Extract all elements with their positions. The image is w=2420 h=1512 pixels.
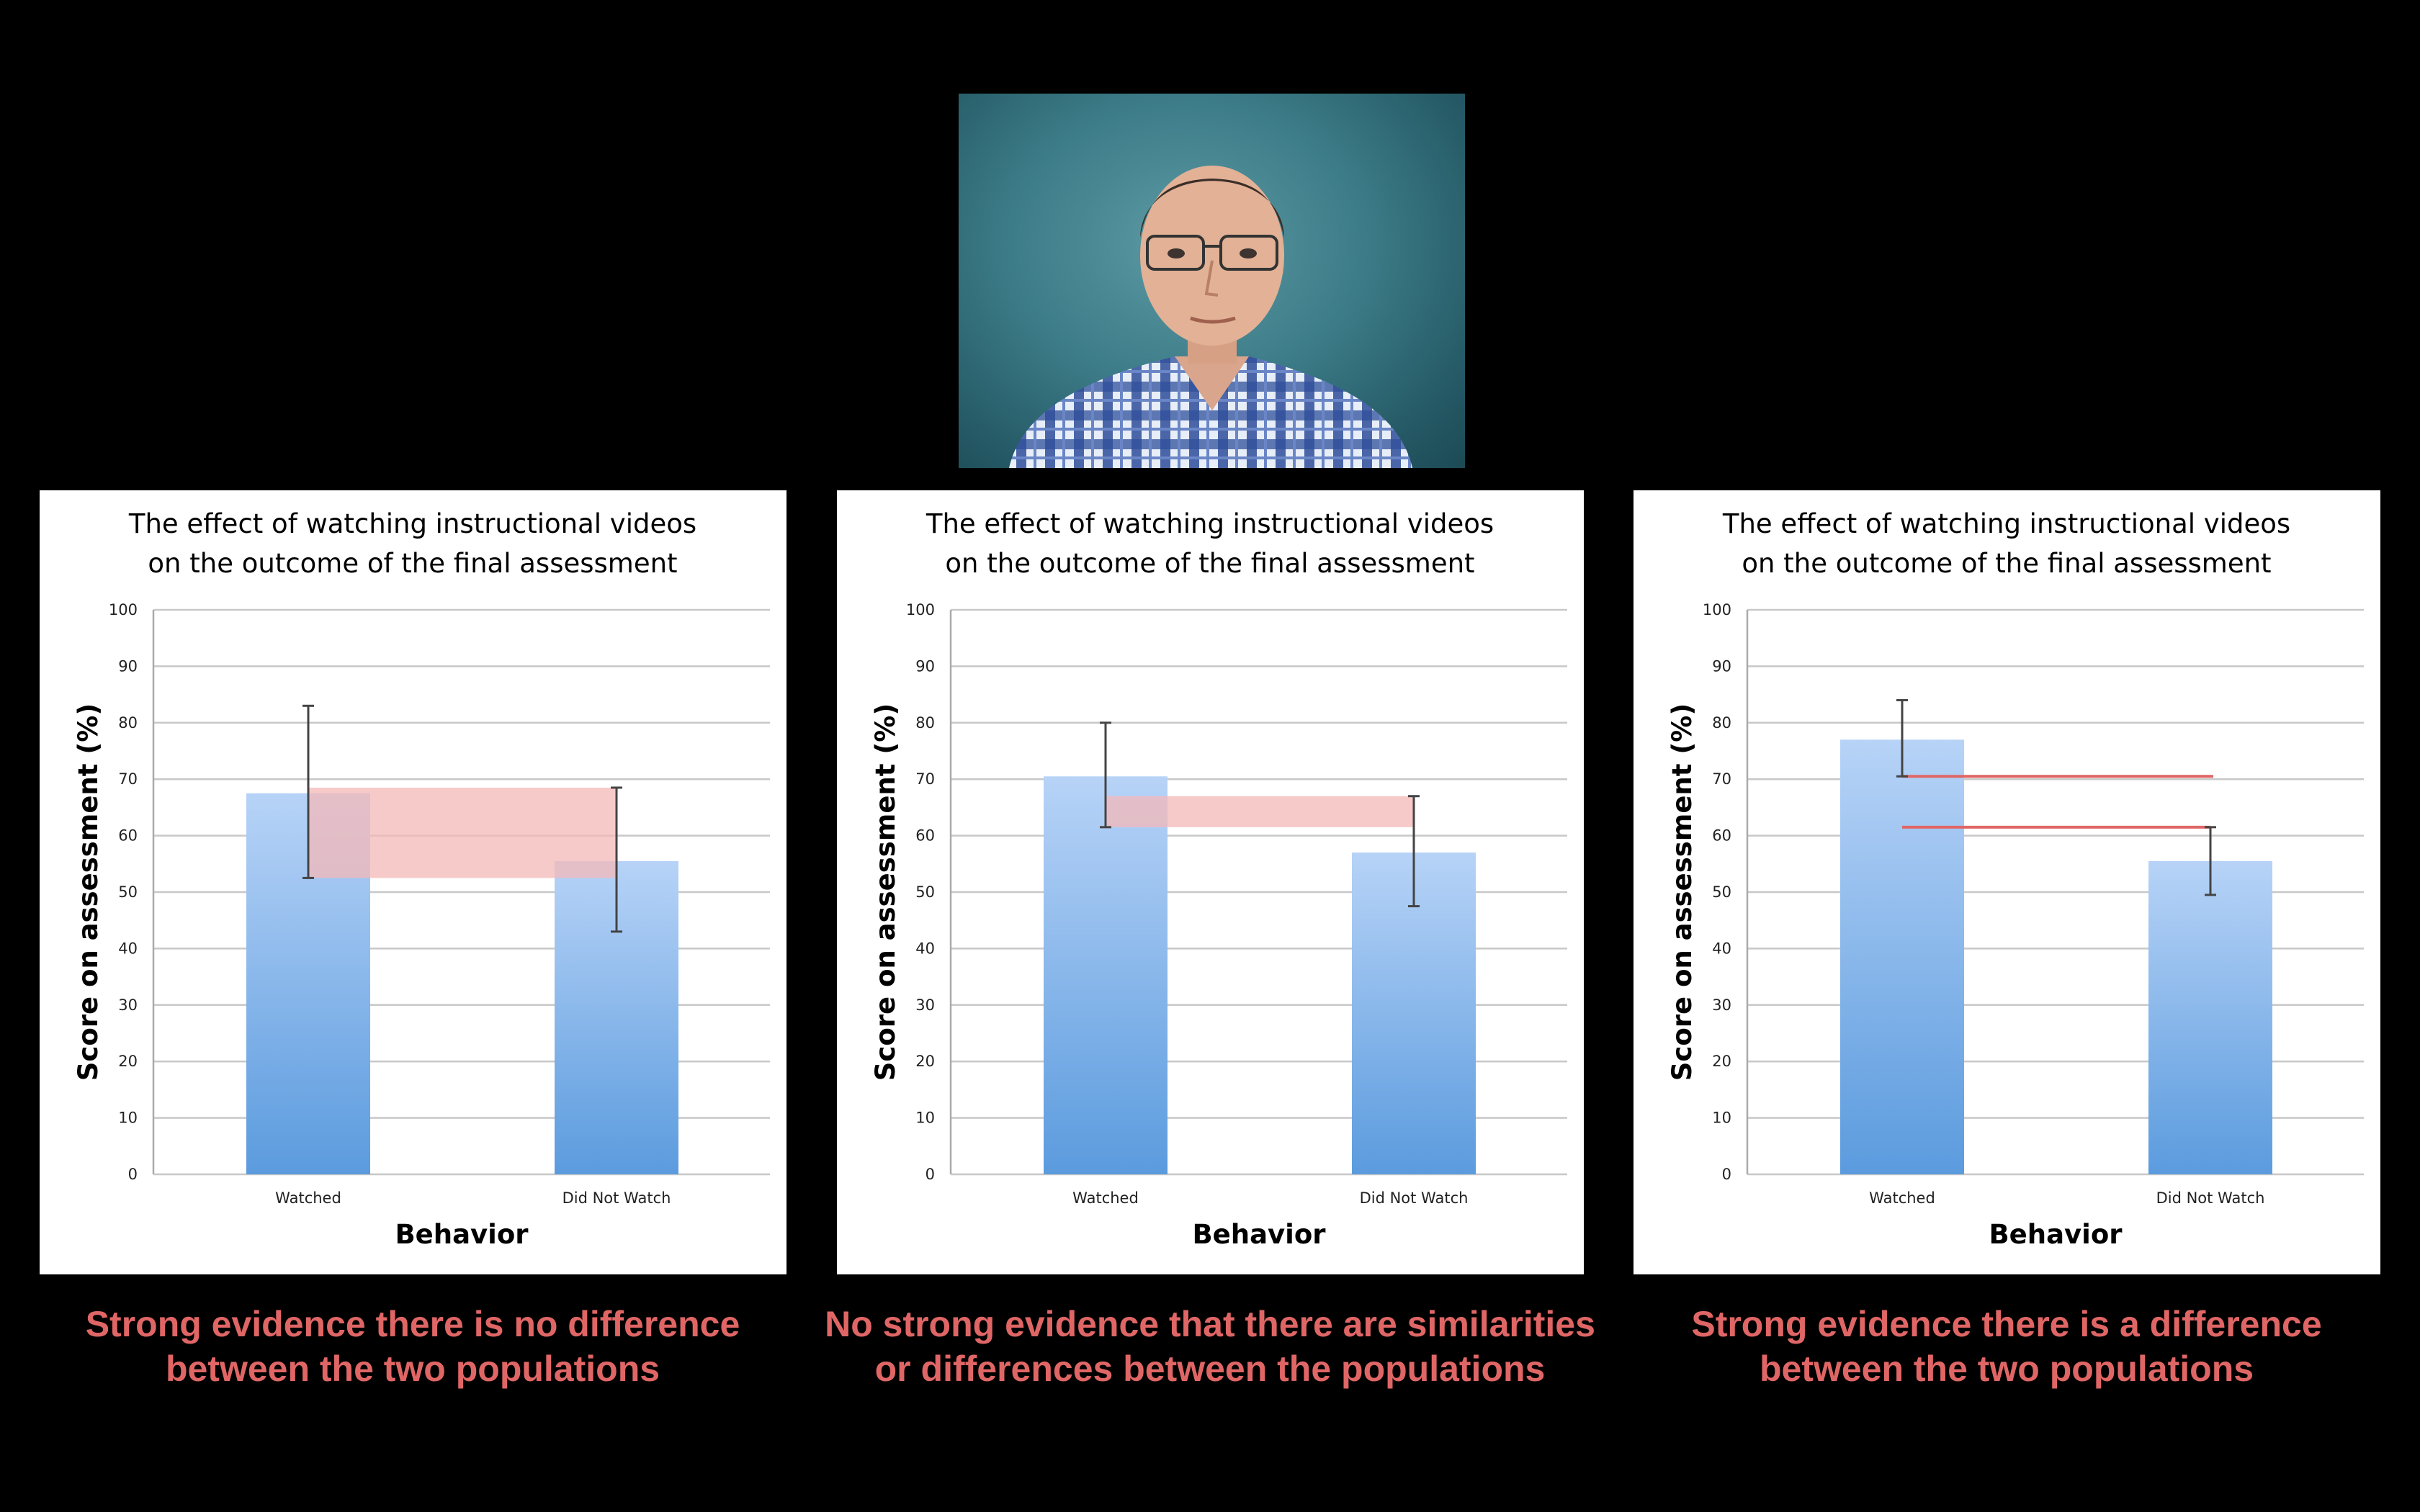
y-tick-label: 70 bbox=[118, 770, 138, 788]
bar-chart-2: The effect of watching instructional vid… bbox=[870, 508, 1567, 1250]
chart-title-line-1: The effect of watching instructional vid… bbox=[926, 508, 1494, 539]
y-tick-label: 40 bbox=[118, 940, 138, 957]
y-tick-label: 10 bbox=[915, 1110, 935, 1127]
y-axis-label: Score on assessment (%) bbox=[870, 703, 901, 1081]
y-tick-label: 0 bbox=[926, 1166, 935, 1183]
y-tick-label: 100 bbox=[1703, 601, 1731, 618]
error-bar-watched bbox=[1896, 698, 1908, 778]
y-tick-label: 60 bbox=[1712, 827, 1731, 845]
caption-3: Strong evidence there is a difference be… bbox=[1582, 1302, 2420, 1391]
x-category-label: Watched bbox=[1869, 1189, 1935, 1207]
x-axis-label: Behavior bbox=[1192, 1219, 1326, 1250]
error-bar-did-not-watch bbox=[611, 786, 622, 933]
y-tick-label: 80 bbox=[915, 714, 935, 732]
x-category-label: Did Not Watch bbox=[1360, 1189, 1469, 1207]
error-bar-did-not-watch bbox=[2205, 826, 2216, 896]
y-tick-label: 0 bbox=[1722, 1166, 1731, 1183]
chart-title-line-1: The effect of watching instructional vid… bbox=[128, 508, 696, 539]
overlap-band bbox=[1106, 796, 1414, 827]
chart-title-line-2: on the outcome of the final assessment bbox=[945, 548, 1474, 579]
y-tick-label: 70 bbox=[1712, 770, 1731, 788]
bar-watched bbox=[1840, 739, 1964, 1174]
caption-3-line-2: between the two populations bbox=[1759, 1349, 2254, 1389]
y-axis-label: Score on assessment (%) bbox=[1667, 703, 1698, 1081]
bar-watched bbox=[1044, 776, 1168, 1174]
caption-2-line-1: No strong evidence that there are simila… bbox=[825, 1304, 1595, 1344]
chart-title-line-1: The effect of watching instructional vid… bbox=[1722, 508, 2290, 539]
y-tick-label: 30 bbox=[1712, 996, 1731, 1014]
x-axis-label: Behavior bbox=[1989, 1219, 2123, 1250]
y-tick-label: 0 bbox=[128, 1166, 138, 1183]
y-tick-label: 80 bbox=[118, 714, 138, 732]
y-tick-label: 20 bbox=[915, 1053, 935, 1070]
y-tick-label: 80 bbox=[1712, 714, 1731, 732]
error-bar-watched bbox=[1100, 721, 1111, 829]
caption-3-line-1: Strong evidence there is a difference bbox=[1691, 1304, 2322, 1344]
x-category-label: Watched bbox=[275, 1189, 341, 1207]
bar-chart-1: The effect of watching instructional vid… bbox=[73, 508, 770, 1250]
caption-1: Strong evidence there is no difference b… bbox=[0, 1302, 838, 1391]
chart-panel-1: The effect of watching instructional vid… bbox=[40, 490, 786, 1274]
presenter-figure bbox=[1009, 166, 1412, 468]
y-tick-label: 20 bbox=[1712, 1053, 1731, 1070]
bar-chart-3: The effect of watching instructional vid… bbox=[1667, 508, 2364, 1250]
y-tick-label: 50 bbox=[915, 883, 935, 901]
chart-title-line-2: on the outcome of the final assessment bbox=[148, 548, 677, 579]
y-tick-label: 40 bbox=[915, 940, 935, 957]
y-tick-label: 50 bbox=[1712, 883, 1731, 901]
y-tick-label: 90 bbox=[1712, 657, 1731, 675]
chart-title-line-2: on the outcome of the final assessment bbox=[1742, 548, 2271, 579]
y-tick-label: 90 bbox=[118, 657, 138, 675]
bar-did-not-watch bbox=[2148, 860, 2272, 1174]
x-category-label: Did Not Watch bbox=[2156, 1189, 2265, 1207]
y-tick-label: 40 bbox=[1712, 940, 1731, 957]
y-tick-label: 90 bbox=[915, 657, 935, 675]
chart-panel-2: The effect of watching instructional vid… bbox=[837, 490, 1584, 1274]
y-tick-label: 10 bbox=[118, 1110, 138, 1127]
y-tick-label: 50 bbox=[118, 883, 138, 901]
y-tick-label: 10 bbox=[1712, 1110, 1731, 1127]
overlap-band bbox=[308, 787, 617, 878]
y-tick-label: 20 bbox=[118, 1053, 138, 1070]
caption-2: No strong evidence that there are simila… bbox=[785, 1302, 1635, 1391]
chart-panel-3: The effect of watching instructional vid… bbox=[1634, 490, 2380, 1274]
y-tick-label: 30 bbox=[915, 996, 935, 1014]
y-tick-label: 60 bbox=[118, 827, 138, 845]
y-tick-label: 30 bbox=[118, 996, 138, 1014]
error-bar-did-not-watch bbox=[1408, 795, 1420, 908]
presenter-video bbox=[959, 94, 1465, 468]
x-category-label: Watched bbox=[1072, 1189, 1139, 1207]
x-axis-label: Behavior bbox=[395, 1219, 529, 1250]
caption-1-line-1: Strong evidence there is no difference bbox=[85, 1304, 740, 1344]
y-tick-label: 100 bbox=[906, 601, 935, 618]
y-tick-label: 70 bbox=[915, 770, 935, 788]
caption-1-line-2: between the two populations bbox=[165, 1349, 660, 1389]
x-category-label: Did Not Watch bbox=[563, 1189, 671, 1207]
y-axis-label: Score on assessment (%) bbox=[73, 703, 104, 1081]
y-tick-label: 60 bbox=[915, 827, 935, 845]
caption-2-line-2: or differences between the populations bbox=[874, 1349, 1546, 1389]
error-bar-watched bbox=[302, 704, 314, 879]
y-tick-label: 100 bbox=[109, 601, 138, 618]
